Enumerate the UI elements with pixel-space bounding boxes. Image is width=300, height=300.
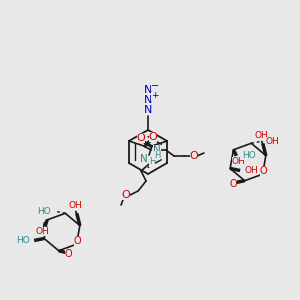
Text: OH: OH bbox=[265, 137, 279, 146]
Text: OH: OH bbox=[255, 131, 269, 140]
Text: H: H bbox=[154, 151, 160, 160]
Text: OH: OH bbox=[69, 201, 83, 210]
Text: OH: OH bbox=[36, 227, 49, 236]
Text: HO: HO bbox=[242, 151, 256, 160]
Text: O: O bbox=[148, 132, 157, 142]
Text: O: O bbox=[65, 249, 72, 259]
Text: −: − bbox=[151, 81, 159, 91]
Text: H: H bbox=[149, 158, 155, 166]
Text: N: N bbox=[144, 85, 152, 95]
Text: N: N bbox=[144, 105, 152, 115]
Text: HO: HO bbox=[16, 236, 30, 245]
Text: N: N bbox=[140, 154, 148, 164]
Text: O: O bbox=[229, 179, 237, 189]
Text: O: O bbox=[74, 236, 81, 246]
Text: OH: OH bbox=[244, 166, 258, 175]
Text: N: N bbox=[153, 145, 161, 155]
Text: HO: HO bbox=[38, 207, 51, 216]
Text: O: O bbox=[190, 151, 198, 161]
Text: OH: OH bbox=[232, 157, 245, 166]
Text: O: O bbox=[137, 133, 146, 143]
Text: N: N bbox=[144, 95, 152, 105]
Text: O: O bbox=[122, 190, 130, 200]
Text: O: O bbox=[260, 166, 267, 176]
Text: +: + bbox=[151, 92, 159, 100]
